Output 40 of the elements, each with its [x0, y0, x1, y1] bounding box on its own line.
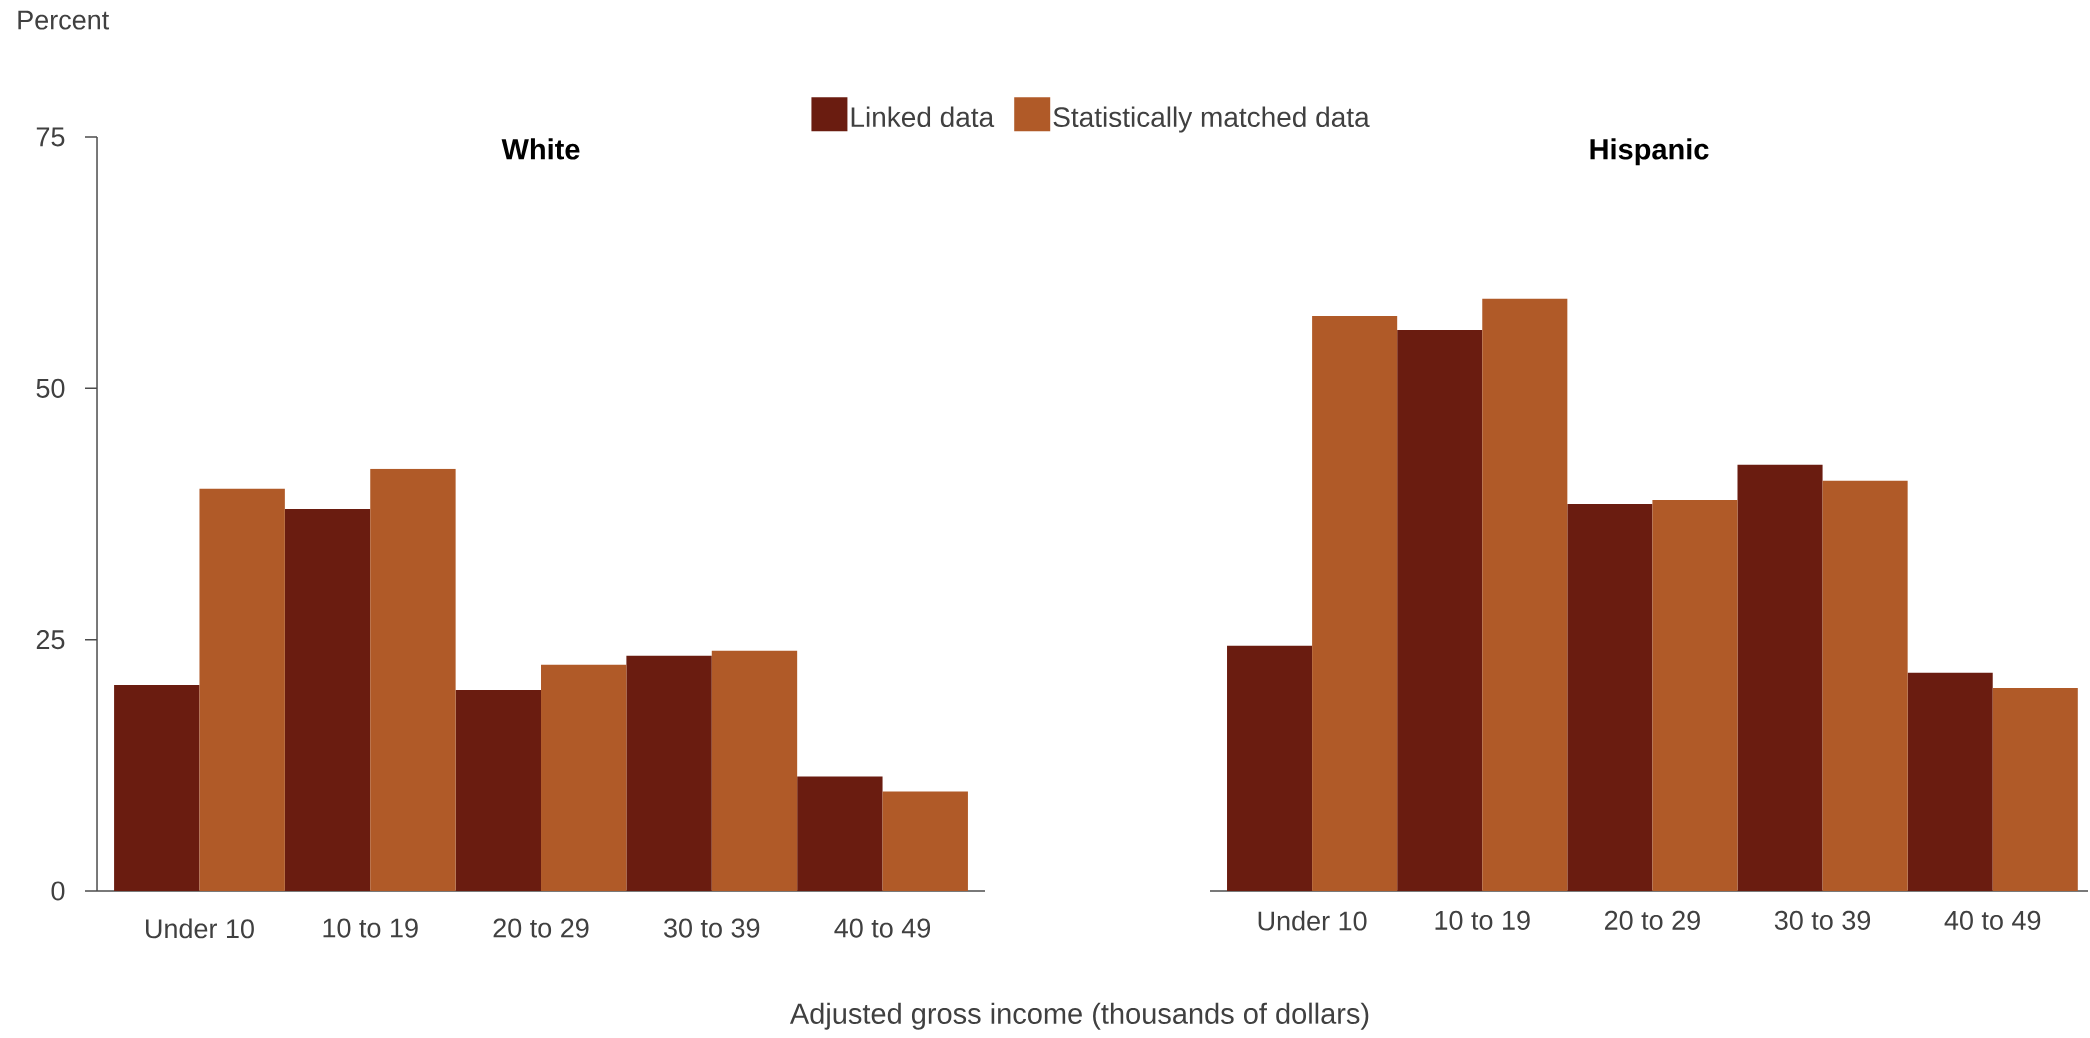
y-tick-label: 25 [36, 630, 65, 650]
bar [1482, 298, 1568, 891]
x-tick-label: Under 10 [1258, 910, 1367, 931]
bar [626, 655, 712, 891]
bar [1822, 480, 1908, 891]
y-tick-label: 0 [51, 881, 65, 901]
bar [1227, 645, 1313, 891]
chart-title: White [501, 138, 580, 160]
bar [1737, 464, 1823, 891]
x-tick-label: 30 to 39 [1774, 910, 1871, 930]
x-tick-label: 30 to 39 [664, 918, 760, 938]
y-tick-label: 75 [36, 127, 65, 147]
bar [199, 488, 285, 891]
bar [882, 791, 968, 891]
bar [1397, 330, 1483, 891]
bar [1567, 503, 1653, 891]
x-tick-label: 40 to 49 [834, 918, 931, 938]
bar [1907, 672, 1993, 891]
x-tick-label: 10 to 19 [1435, 910, 1530, 930]
x-axis-title: Adjusted gross income (thousands of dollars) [789, 1002, 1369, 1030]
bar [455, 689, 542, 891]
bar [114, 684, 200, 891]
bar [711, 650, 798, 891]
y-tick-label: 50 [36, 378, 65, 398]
x-tick-label: 40 to 49 [1944, 910, 2041, 930]
bar [797, 776, 883, 891]
legend-label: Statistically matched data [1053, 106, 1370, 133]
x-tick-label: 20 to 29 [1604, 910, 1700, 930]
x-tick-label: 20 to 29 [493, 918, 589, 938]
y-axis-title: Percent [18, 10, 110, 30]
bar [1312, 315, 1398, 891]
bar [1992, 687, 2078, 891]
chart-title: Hispanic [1590, 138, 1709, 166]
legend-label: Linked data [851, 106, 995, 128]
bar [370, 468, 456, 891]
bar [541, 664, 627, 891]
bar [284, 508, 371, 891]
x-tick-label: 10 to 19 [323, 918, 418, 938]
x-tick-label: Under 10 [146, 918, 254, 939]
bar [1652, 499, 1738, 891]
